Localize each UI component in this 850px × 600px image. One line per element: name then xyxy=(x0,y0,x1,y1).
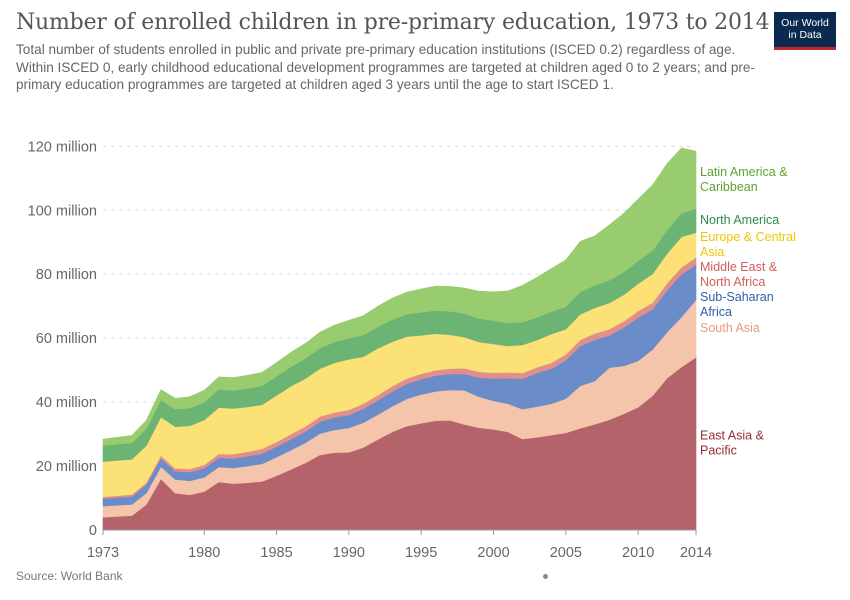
series-labels: Latin America & Caribbean North America Eur… xyxy=(700,165,796,458)
y-tick-label: 120 million xyxy=(28,139,97,155)
series-label-europe-central-asia: Europe & Central Asia xyxy=(700,230,796,259)
x-tick-label: 2005 xyxy=(550,545,582,561)
y-tick-label: 100 million xyxy=(28,203,97,219)
series-label-north-america: North America xyxy=(700,213,779,227)
x-tick-label: 1980 xyxy=(188,545,220,561)
series-label-south-asia: South Asia xyxy=(700,321,760,335)
series-label-middle-east-north-africa: Middle East & North Africa xyxy=(700,260,778,289)
our-world-in-data-logo[interactable]: Our World in Data xyxy=(774,12,836,50)
series-label-sub-saharan-africa: Sub-Saharan Africa xyxy=(700,290,774,319)
x-tick-label: 1995 xyxy=(405,545,437,561)
x-tick-label: 2014 xyxy=(680,545,712,561)
x-tick-label: 1973 xyxy=(87,545,119,561)
series-label-east-asia-pacific: East Asia & Pacific xyxy=(700,429,765,458)
x-tick-label: 2000 xyxy=(477,545,509,561)
x-tick-label: 1985 xyxy=(260,545,292,561)
timeline-handle-dot[interactable] xyxy=(543,574,548,579)
x-tick-label: 2010 xyxy=(622,545,654,561)
area-series-group xyxy=(102,147,697,531)
y-tick-label: 80 million xyxy=(36,267,97,283)
axes: 0 20 million 40 million 60 million 80 millio… xyxy=(28,139,712,561)
y-tick-label: 60 million xyxy=(36,331,97,347)
series-label-latin-america-caribbean: Latin America & Caribbean xyxy=(700,165,788,194)
source-note[interactable]: Source: World Bank xyxy=(16,569,123,583)
area-latin-america-caribbean xyxy=(102,147,697,446)
y-tick-label: 20 million xyxy=(36,459,97,475)
y-tick-label: 40 million xyxy=(36,395,97,411)
x-tick-label: 1990 xyxy=(333,545,365,561)
logo-line-1: Our World xyxy=(781,17,829,29)
chart-subtitle: Total number of students enrolled in pub… xyxy=(16,42,756,92)
chart-title: Number of enrolled children in pre-prima… xyxy=(16,10,770,35)
y-tick-label: 0 xyxy=(89,523,97,539)
logo-line-2: in Data xyxy=(788,29,822,41)
